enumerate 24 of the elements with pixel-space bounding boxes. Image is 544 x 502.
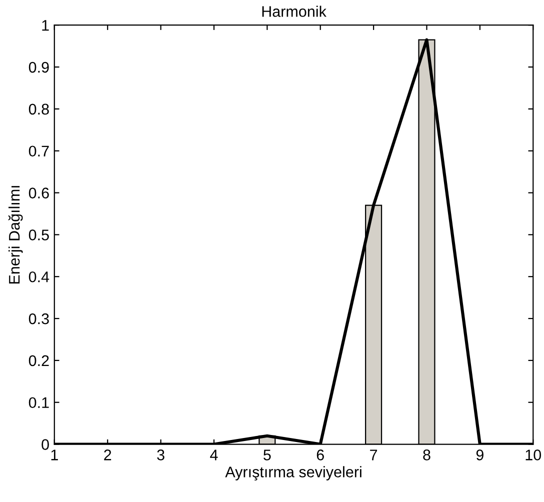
y-tick-label: 0.3 <box>28 313 49 324</box>
chart-title: Harmonik <box>262 6 326 17</box>
y-tick-label: 0.7 <box>28 146 49 157</box>
x-tick-label: 8 <box>423 450 430 460</box>
x-tick-label: 2 <box>104 450 112 460</box>
x-tick-label: 10 <box>526 450 542 460</box>
y-tick-label: 0.5 <box>28 230 49 240</box>
y-axis-title: Enerji Dağılımı <box>8 186 23 284</box>
y-tick-label: 0 <box>42 439 49 450</box>
x-axis-title: Ayrıştırma seviyeleri <box>225 466 362 480</box>
x-tick-label: 6 <box>316 450 324 460</box>
x-tick-label: 1 <box>51 450 58 460</box>
x-tick-label: 5 <box>264 450 271 460</box>
y-tick-label: 0.9 <box>28 62 49 73</box>
y-tick-label: 0.4 <box>28 271 50 282</box>
y-tick-label: 0.1 <box>28 397 49 408</box>
x-tick-label: 3 <box>157 450 164 460</box>
y-tick-label: 0.2 <box>28 355 49 366</box>
y-tick-label: 0.8 <box>28 104 49 115</box>
y-tick-label: 0.6 <box>28 188 49 198</box>
x-tick-label: 7 <box>370 450 378 460</box>
y-tick-label: 1 <box>42 20 49 31</box>
x-tick-label: 9 <box>476 450 484 460</box>
x-tick-label: 4 <box>210 450 218 460</box>
